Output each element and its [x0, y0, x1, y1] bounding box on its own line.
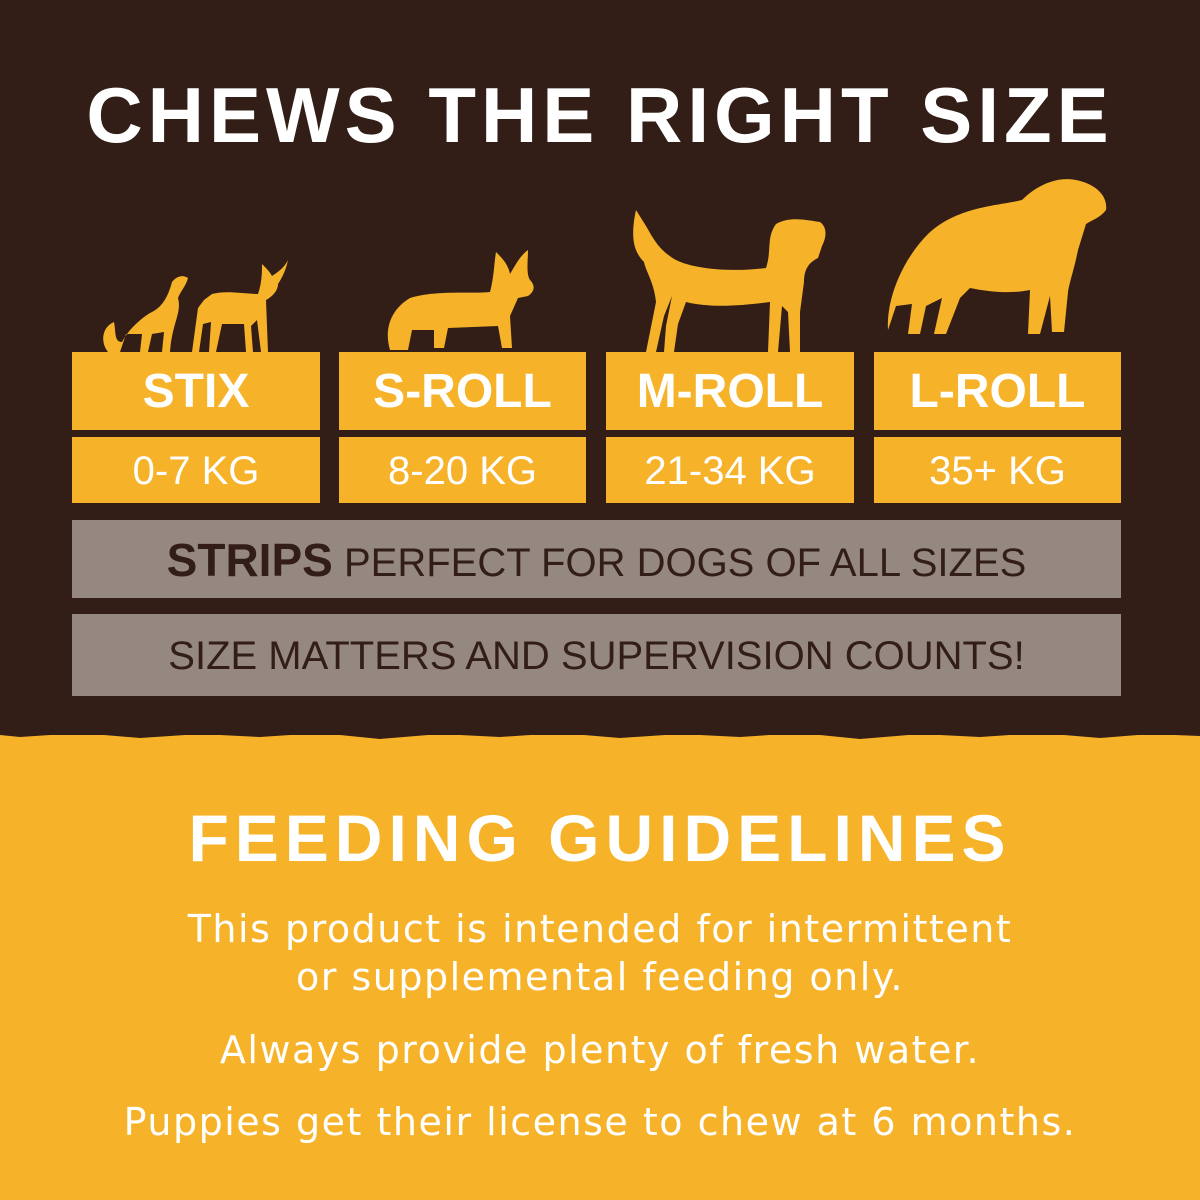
strips-label: STRIPS [166, 534, 333, 586]
size-label-m-roll: M-ROLL [606, 352, 854, 430]
feeding-line-1: This product is intended for intermitten… [187, 907, 1013, 951]
small-dog-and-cat-icon [103, 260, 288, 352]
feeding-line-3: Always provide plenty of fresh water. [219, 1028, 981, 1072]
feeding-line-4: Puppies get their license to chew at 6 m… [123, 1100, 1077, 1144]
dog-silhouettes [103, 179, 1107, 352]
feeding-line-2: or supplemental feeding only. [296, 955, 904, 999]
feeding-title: FEEDING GUIDELINES [188, 801, 1012, 875]
weight-stix: 0-7 KG [72, 437, 320, 503]
size-label-stix: STIX [72, 352, 320, 430]
strips-text: PERFECT FOR DOGS OF ALL SIZES [343, 541, 1027, 585]
strips-banner: STRIPS PERFECT FOR DOGS OF ALL SIZES [72, 520, 1121, 598]
medium-dog-icon [633, 210, 826, 352]
weight-m-roll: 21-34 KG [606, 437, 854, 503]
supervision-banner: SIZE MATTERS AND SUPERVISION COUNTS! [72, 614, 1121, 696]
weight-l-roll: 35+ KG [874, 437, 1121, 503]
weight-s-roll: 8-20 KG [339, 437, 586, 503]
page-title: CHEWS THE RIGHT SIZE [86, 71, 1114, 159]
torn-edge-divider [0, 722, 1200, 739]
size-label-l-roll: L-ROLL [874, 352, 1121, 430]
corgi-icon [387, 250, 534, 350]
large-dog-icon [887, 179, 1107, 334]
size-label-s-roll: S-ROLL [339, 352, 586, 430]
